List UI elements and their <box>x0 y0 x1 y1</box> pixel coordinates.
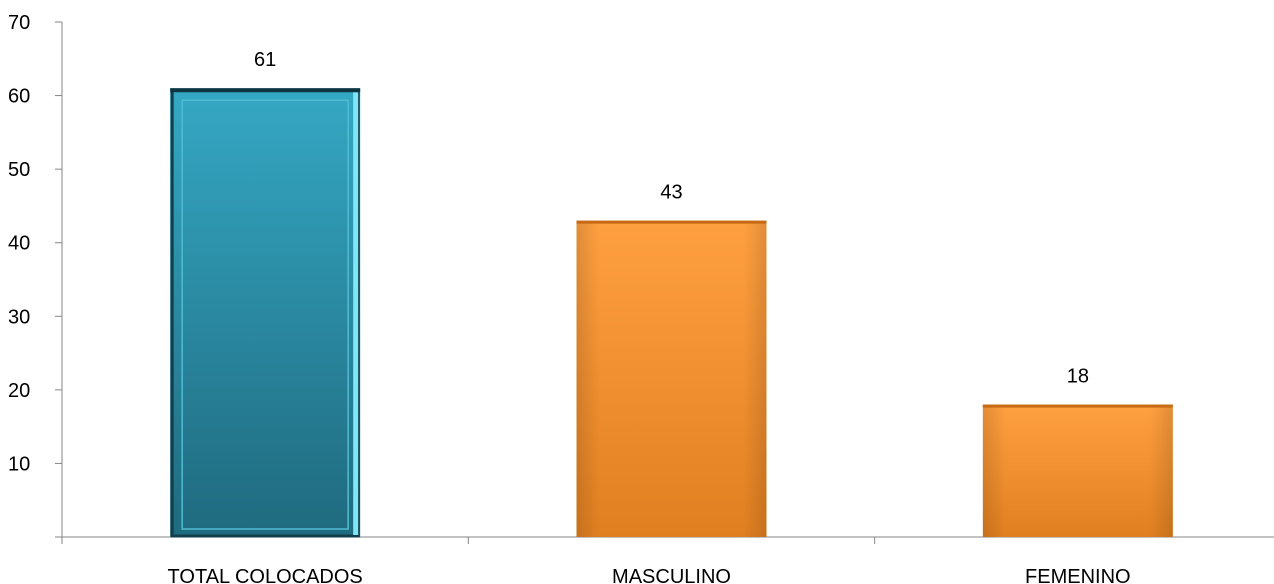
y-tick-label: 40 <box>8 233 30 255</box>
x-category-label: FEMENINO <box>1025 566 1131 584</box>
data-label: 61 <box>254 49 276 71</box>
data-label: 18 <box>1067 366 1089 388</box>
y-tick-label: 20 <box>8 380 30 402</box>
bar-top-edge <box>576 220 767 224</box>
bar-femenino <box>982 404 1173 537</box>
y-tick-label: 30 <box>8 306 30 328</box>
bar-total-colocados <box>170 88 361 538</box>
bar-highlight <box>353 92 359 535</box>
y-tick-label: 50 <box>8 159 30 181</box>
data-label: 43 <box>660 182 682 204</box>
bar-shading <box>982 404 1173 537</box>
x-category-label: TOTAL COLOCADOS <box>168 566 363 584</box>
y-tick-label: 70 <box>8 12 30 34</box>
y-tick-label: 60 <box>8 86 30 108</box>
bar-masculino <box>576 220 767 537</box>
bar-top-edge <box>170 88 361 93</box>
bar-top-edge <box>982 404 1173 408</box>
bar-shading <box>576 220 767 537</box>
y-tick-label: 10 <box>8 453 30 475</box>
bar-frame-inner <box>181 99 349 530</box>
bar-body <box>170 88 361 537</box>
bars <box>170 88 1173 538</box>
labels: 61 TOTAL COLOCADOS 43 MASCULINO 18 FEMENINO <box>168 49 1131 584</box>
x-category-label: MASCULINO <box>612 566 731 584</box>
